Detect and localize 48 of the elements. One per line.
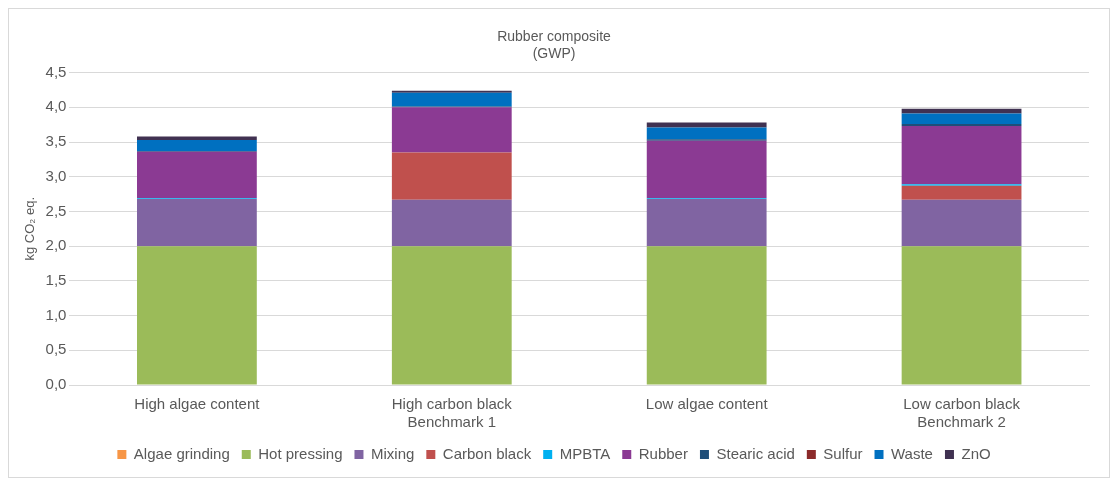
legend-label: Stearic acid	[716, 444, 795, 462]
y-tick-label: 2,0	[45, 236, 67, 254]
y-axis-title: kg CO₂ eq.	[22, 197, 38, 261]
legend-label: Hot pressing	[258, 444, 343, 462]
legend-label: Waste	[891, 444, 933, 462]
bar	[901, 113, 1022, 124]
bar	[137, 198, 257, 247]
bar	[137, 246, 257, 385]
bar	[901, 199, 1022, 247]
y-tick-label: 0,5	[45, 340, 67, 358]
bar	[391, 90, 512, 93]
x-tick-label: High algae content	[134, 395, 261, 413]
bar	[901, 246, 1022, 385]
bar	[391, 199, 512, 247]
legend-label: ZnO	[961, 444, 991, 462]
bar	[137, 136, 257, 140]
legend-label: Rubber	[638, 444, 688, 462]
bar	[901, 126, 1022, 185]
bar	[646, 246, 767, 385]
y-tick-label: 3,5	[45, 132, 67, 150]
x-tick-label: High carbon black Benchmark 1	[391, 395, 513, 431]
bar	[391, 246, 512, 385]
bar	[901, 108, 1022, 114]
y-tick-label: 1,5	[45, 271, 67, 289]
bar	[901, 185, 1022, 200]
y-tick-label: 3,0	[45, 166, 67, 184]
legend-label: MPBTA	[559, 444, 611, 462]
bar	[391, 92, 512, 107]
y-tick-label: 4,5	[45, 62, 67, 80]
legend-label: Carbon black	[442, 444, 532, 462]
y-tick-label: 0,0	[45, 375, 67, 393]
y-tick-label: 4,0	[45, 97, 67, 115]
bar	[137, 139, 257, 152]
bar	[391, 152, 512, 200]
bar	[391, 107, 512, 153]
bar	[646, 127, 767, 140]
bar	[646, 140, 767, 199]
chart-title: Rubber composite (GWP)	[497, 28, 612, 62]
bar	[137, 151, 257, 199]
legend-label: Sulfur	[823, 444, 863, 462]
bar	[646, 198, 767, 247]
y-tick-label: 1,0	[45, 305, 67, 323]
x-tick-label: Low carbon black Benchmark 2	[903, 395, 1021, 431]
bar	[901, 123, 1022, 127]
x-tick-label: Low algae content	[645, 395, 769, 413]
y-tick-label: 2,5	[45, 201, 67, 219]
legend-label: Algae grinding	[133, 444, 230, 462]
legend-label: Mixing	[370, 444, 415, 462]
